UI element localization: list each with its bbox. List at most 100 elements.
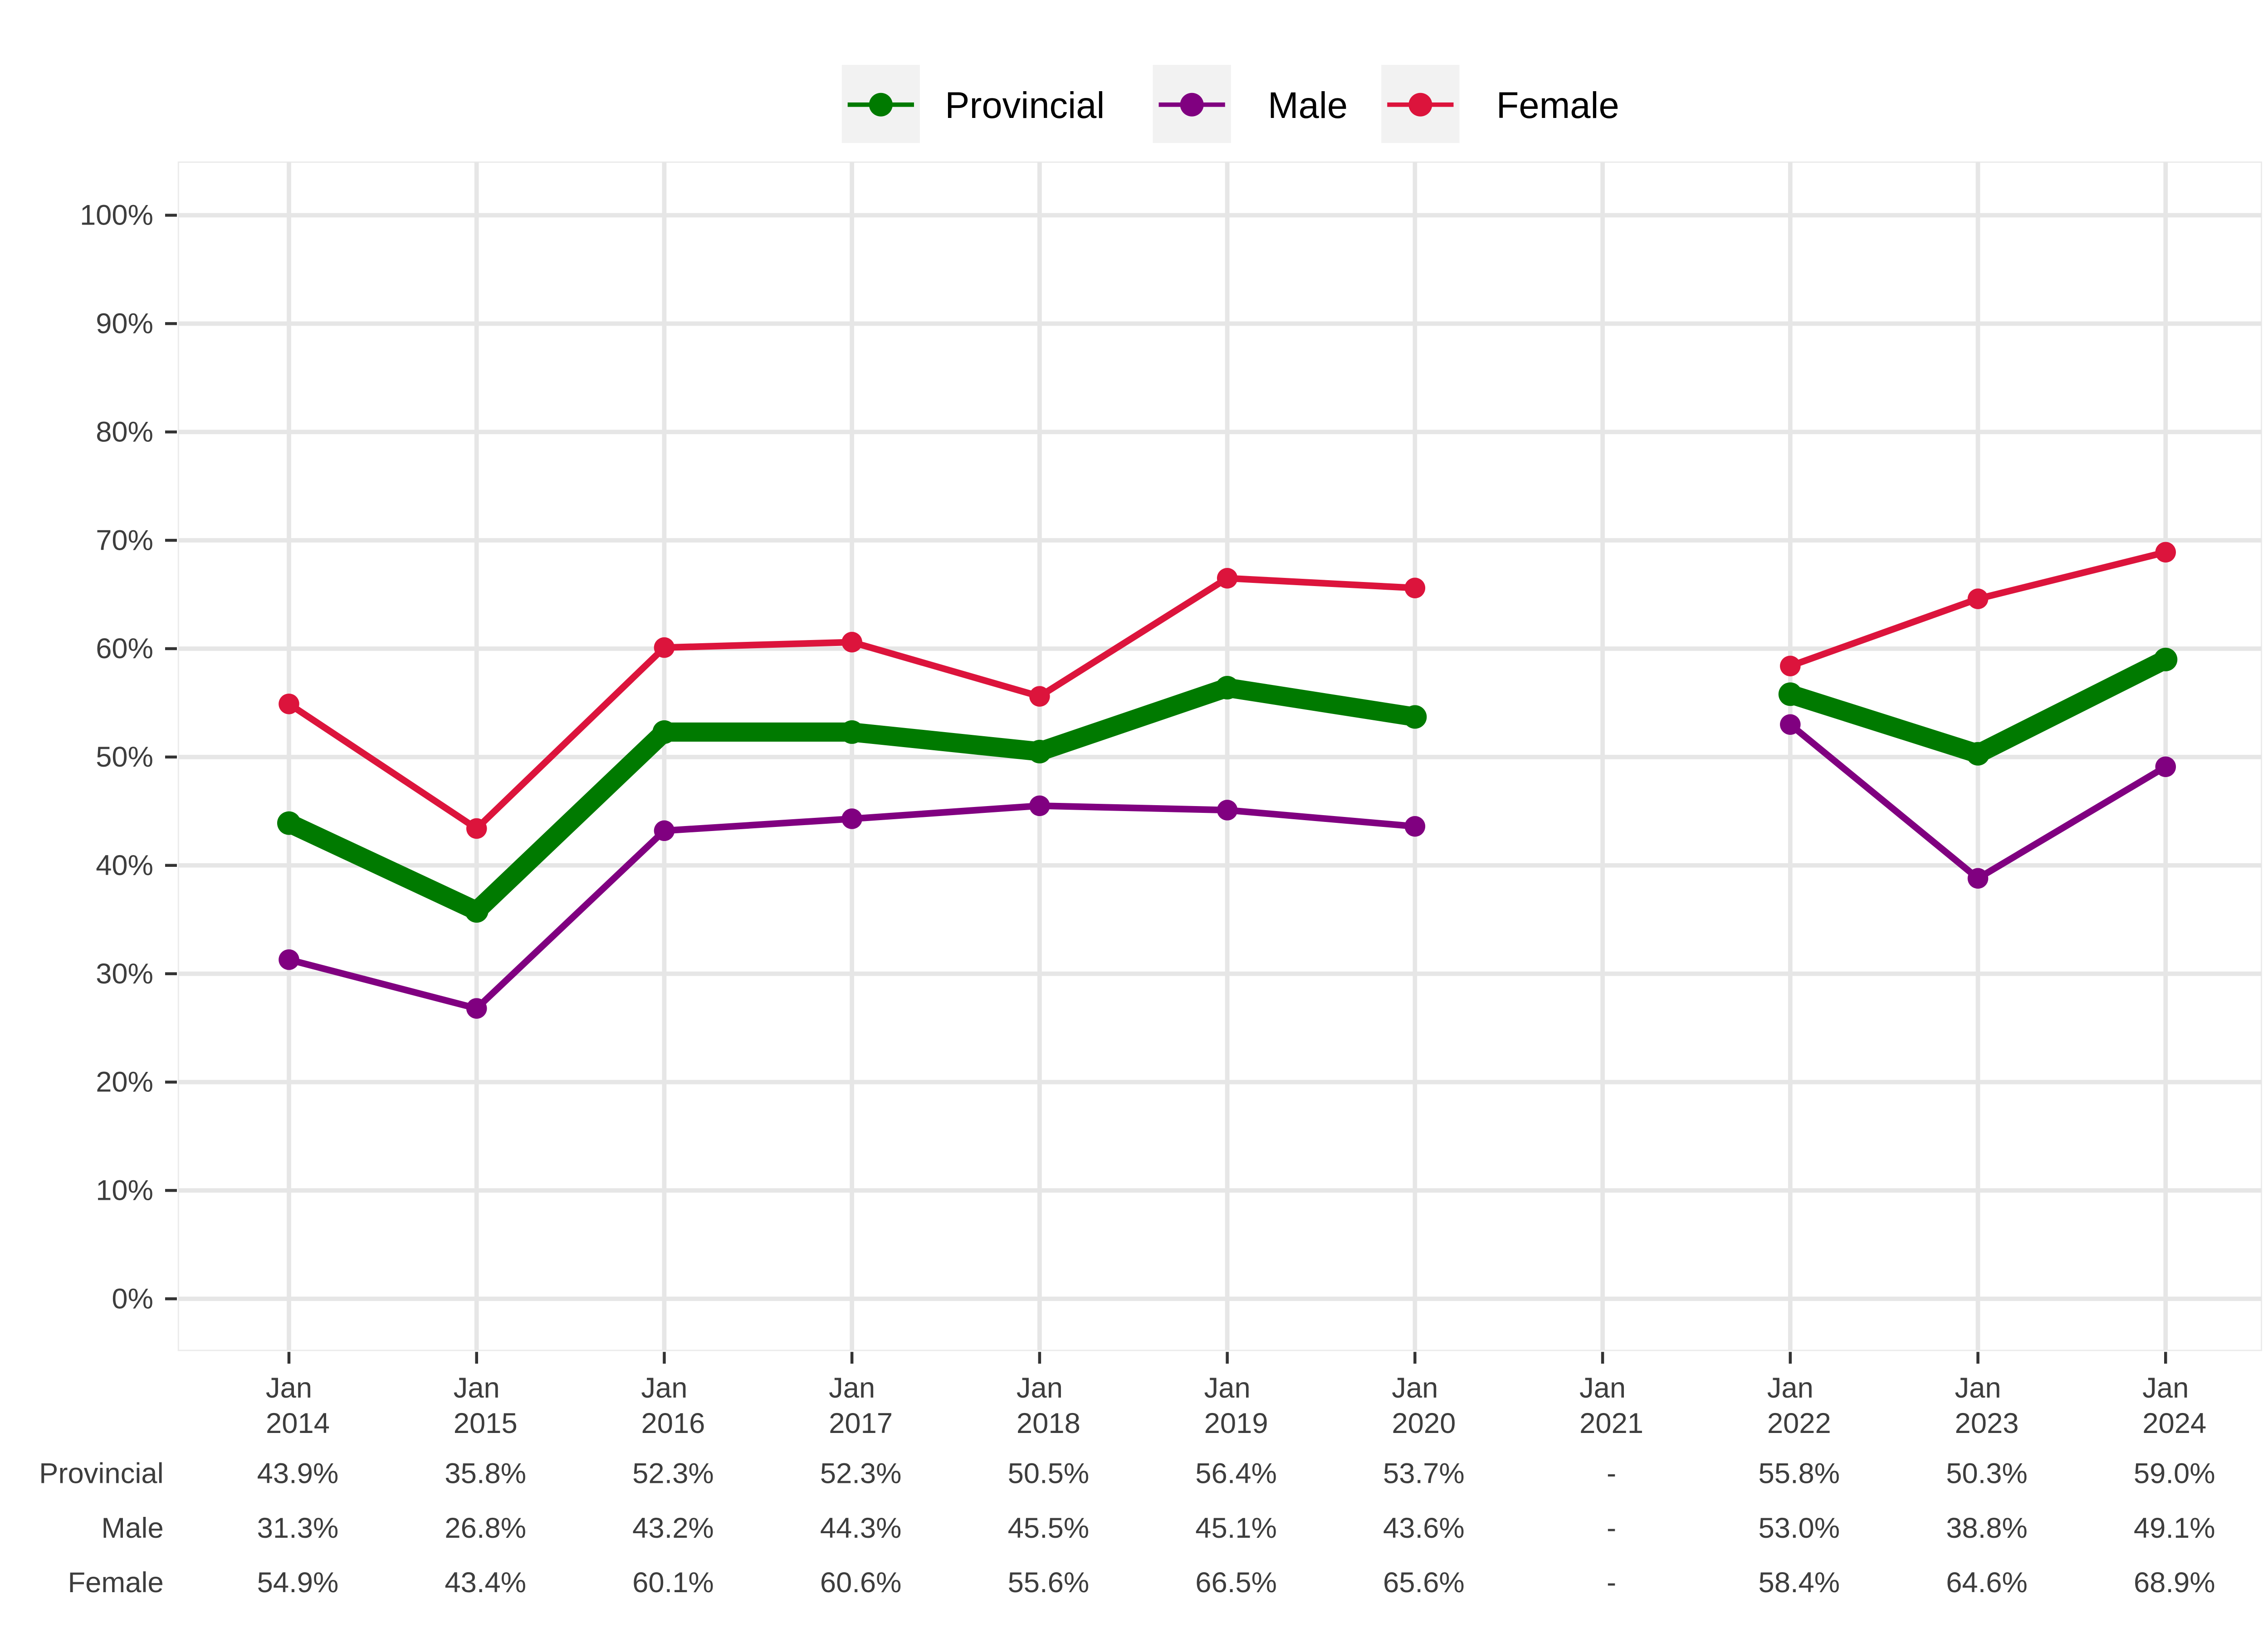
x-tick-label-year: 2019	[1204, 1408, 1268, 1439]
x-tick-label-year: 2024	[2142, 1408, 2206, 1439]
x-tick-label-month: Jan	[2142, 1372, 2189, 1404]
table-cell: -	[1607, 1567, 1616, 1599]
data-table: Provincial 43.9% 35.8% 52.3% 52.3% 50.5% 56.4%…	[39, 1458, 2215, 1599]
data-point-female	[1029, 686, 1050, 707]
table-cell: 35.8%	[445, 1458, 526, 1490]
data-point-male	[279, 949, 299, 970]
y-tick-label: 70%	[96, 524, 153, 556]
data-point-provincial	[464, 899, 489, 923]
x-tick-label-month: Jan	[641, 1372, 687, 1404]
table-cell: 54.9%	[257, 1567, 339, 1599]
table-cell: 59.0%	[2134, 1458, 2215, 1490]
data-point-male	[1780, 714, 1801, 735]
legend-label: Male	[1268, 85, 1348, 126]
table-cell: 68.9%	[2134, 1567, 2215, 1599]
table-cell: 50.5%	[1008, 1458, 1090, 1490]
table-cell: 65.6%	[1383, 1567, 1465, 1599]
table-cell: 44.3%	[820, 1512, 902, 1544]
table-cell: 55.8%	[1758, 1458, 1840, 1490]
table-cell: 31.3%	[257, 1512, 339, 1544]
table-cell: 66.5%	[1195, 1567, 1277, 1599]
data-point-female	[1780, 655, 1801, 676]
x-tick-label-month: Jan	[454, 1372, 500, 1404]
table-cell: 50.3%	[1946, 1458, 2028, 1490]
table-row-label: Female	[68, 1567, 163, 1599]
data-point-male	[2155, 756, 2176, 777]
data-point-provincial	[652, 720, 676, 744]
data-point-male	[1029, 795, 1050, 816]
grid	[177, 161, 2262, 1351]
table-cell: 55.6%	[1008, 1567, 1090, 1599]
table-cell: 52.3%	[632, 1458, 714, 1490]
y-tick-label: 50%	[96, 741, 153, 773]
legend-label: Provincial	[945, 85, 1105, 126]
x-tick-label-year: 2014	[266, 1408, 330, 1439]
y-tick-label: 10%	[96, 1175, 153, 1207]
data-point-female	[2155, 542, 2176, 563]
x-tick-label-year: 2022	[1767, 1408, 1831, 1439]
y-tick-label: 40%	[96, 850, 153, 881]
data-point-provincial	[2154, 647, 2178, 671]
data-point-provincial	[1778, 682, 1802, 706]
y-tick-label: 20%	[96, 1066, 153, 1098]
table-cell: 52.3%	[820, 1458, 902, 1490]
table-cell: 43.9%	[257, 1458, 339, 1490]
table-cell: 60.6%	[820, 1567, 902, 1599]
data-point-female	[1217, 567, 1238, 589]
x-tick-label-year: 2015	[454, 1408, 518, 1439]
data-point-provincial	[277, 811, 301, 835]
table-cell: 26.8%	[445, 1512, 526, 1544]
y-tick-label: 90%	[96, 308, 153, 340]
table-cell: 43.2%	[632, 1512, 714, 1544]
x-tick-label-month: Jan	[1392, 1372, 1438, 1404]
x-tick-label-month: Jan	[1767, 1372, 1813, 1404]
table-cell: 45.1%	[1195, 1512, 1277, 1544]
x-tick-label-year: 2016	[641, 1408, 705, 1439]
table-cell: 43.6%	[1383, 1512, 1465, 1544]
x-tick-label-year: 2017	[829, 1408, 893, 1439]
x-tick-label-month: Jan	[1955, 1372, 2001, 1404]
x-tick-label-year: 2021	[1579, 1408, 1643, 1439]
x-tick-label-year: 2023	[1955, 1408, 2019, 1439]
y-tick-label: 0%	[112, 1283, 153, 1315]
table-cell: 56.4%	[1195, 1458, 1277, 1490]
data-point-male	[841, 808, 862, 829]
x-tick-label-month: Jan	[829, 1372, 875, 1404]
legend-label: Female	[1496, 85, 1619, 126]
data-point-provincial	[1027, 739, 1051, 763]
x-tick-label-month: Jan	[266, 1372, 312, 1404]
data-point-male	[466, 998, 487, 1019]
data-point-female	[1404, 577, 1426, 598]
data-point-female	[466, 818, 487, 839]
data-point-provincial	[1403, 705, 1427, 729]
data-point-male	[1967, 868, 1989, 889]
legend-key-marker	[869, 93, 893, 117]
table-cell: 43.4%	[445, 1567, 526, 1599]
data-point-provincial	[840, 720, 864, 744]
y-tick-label: 100%	[80, 200, 153, 231]
x-axis: Jan 2014 Jan 2015 Jan 2016 Jan 2017 Jan 2018 Jan 20…	[266, 1352, 2206, 1439]
x-tick-label-month: Jan	[1017, 1372, 1063, 1404]
table-cell: -	[1607, 1512, 1616, 1544]
legend-key-marker	[1180, 93, 1204, 117]
table-cell: -	[1607, 1458, 1616, 1490]
table-cell: 38.8%	[1946, 1512, 2028, 1544]
y-tick-label: 30%	[96, 958, 153, 990]
y-axis: 0% 10% 20% 30% 40% 50% 60% 70% 80% 90% 100%	[80, 200, 177, 1315]
table-row-label: Provincial	[39, 1458, 164, 1490]
legend-key-marker	[1408, 93, 1432, 117]
table-cell: 53.7%	[1383, 1458, 1465, 1490]
data-point-female	[1967, 588, 1989, 609]
table-cell: 64.6%	[1946, 1567, 2028, 1599]
y-tick-label: 60%	[96, 633, 153, 665]
x-tick-label-year: 2020	[1392, 1408, 1456, 1439]
table-cell: 60.1%	[632, 1567, 714, 1599]
y-tick-label: 80%	[96, 416, 153, 448]
table-cell: 45.5%	[1008, 1512, 1090, 1544]
data-point-male	[1217, 800, 1238, 821]
data-point-female	[841, 631, 862, 653]
legend: Provincial Male Female	[841, 65, 1619, 143]
x-tick-label-month: Jan	[1204, 1372, 1251, 1404]
x-tick-label-month: Jan	[1579, 1372, 1626, 1404]
